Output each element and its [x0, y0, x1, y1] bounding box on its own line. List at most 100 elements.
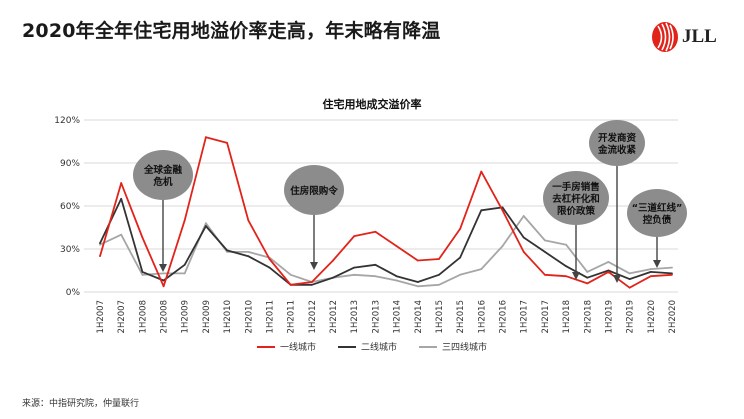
- data-point: [374, 275, 377, 278]
- data-point: [141, 273, 144, 276]
- y-tick-label: 90%: [60, 159, 80, 169]
- x-tick-label: 2H2014: [414, 300, 424, 333]
- callout-arrow-head: [310, 262, 318, 270]
- data-point: [332, 276, 334, 279]
- data-point: [353, 266, 356, 269]
- data-point: [162, 272, 165, 275]
- data-point: [353, 235, 356, 238]
- data-point: [628, 272, 631, 275]
- callout-arrow-head: [653, 260, 661, 268]
- data-point: [522, 215, 525, 217]
- callout-arrow-head: [613, 275, 621, 283]
- data-point: [374, 263, 377, 266]
- data-point: [565, 265, 567, 268]
- data-point: [522, 250, 525, 253]
- x-tick-label: 1H2012: [308, 300, 318, 333]
- x-tick-label: 2H2008: [160, 300, 170, 333]
- jll-logo: JLL: [650, 20, 730, 54]
- data-point: [586, 271, 589, 273]
- data-point: [586, 276, 589, 279]
- data-point: [183, 272, 186, 275]
- data-point: [395, 275, 398, 278]
- data-point: [289, 283, 292, 286]
- x-tick-label: 2H2010: [244, 300, 254, 333]
- data-point: [226, 249, 229, 252]
- data-point: [268, 258, 271, 260]
- callout-text: “三道红线”控负债: [632, 202, 683, 226]
- data-point: [310, 281, 313, 283]
- data-point: [289, 273, 292, 276]
- callout-bubble: [589, 120, 645, 166]
- callout-text: 全球金融危机: [143, 164, 183, 188]
- data-point: [522, 236, 525, 239]
- data-point: [205, 225, 207, 227]
- data-point: [183, 219, 186, 222]
- data-point: [649, 268, 652, 270]
- data-point: [480, 268, 483, 270]
- callout-arrow-head: [572, 272, 580, 280]
- annotation-callout: 住房限购令: [284, 165, 344, 270]
- data-point: [374, 230, 377, 233]
- data-point: [268, 266, 271, 269]
- page-title: 2020年全年住宅用地溢价率走高，年末略有降温: [22, 20, 441, 42]
- x-tick-label: 1H2019: [604, 300, 614, 333]
- legend-label: 二线城市: [360, 343, 397, 353]
- x-tick-label: 1H2020: [647, 300, 657, 333]
- legend-swatch: [419, 345, 437, 348]
- x-tick-label: 1H2009: [181, 300, 191, 333]
- data-point: [395, 245, 398, 248]
- data-point: [226, 142, 229, 144]
- x-tick-label: 2H2019: [626, 300, 636, 333]
- legend-item-1: 一线城市: [256, 340, 316, 353]
- x-tick-label: 1H2018: [562, 300, 572, 333]
- data-point: [565, 275, 567, 278]
- callout-arrow-head: [159, 264, 167, 272]
- data-point: [628, 278, 631, 280]
- data-point: [480, 170, 483, 173]
- callout-bubble: [284, 165, 344, 215]
- x-tick-label: 1H2007: [96, 300, 106, 333]
- data-point: [247, 219, 250, 222]
- x-tick-label: 2H2016: [499, 300, 509, 333]
- data-point: [438, 273, 440, 276]
- callout-text: 住房限购令: [290, 185, 338, 197]
- x-tick-label: 2H2017: [541, 300, 551, 333]
- data-point: [416, 259, 419, 262]
- data-point: [247, 255, 250, 258]
- callout-text: 一手房销售去杠杆化和限价政策: [552, 181, 600, 217]
- x-tick-label: 1H2013: [350, 300, 360, 333]
- annotation-callout: “三道红线”控负债: [627, 189, 687, 268]
- x-tick-label: 2H2009: [202, 300, 212, 333]
- legend-item-2: 二线城市: [337, 340, 397, 353]
- data-point: [353, 273, 356, 276]
- data-point: [141, 271, 144, 273]
- x-tick-label: 2H2007: [117, 300, 127, 333]
- series-line-1: [99, 136, 673, 289]
- data-point: [205, 136, 207, 139]
- data-point: [99, 242, 101, 245]
- data-point: [205, 222, 207, 225]
- y-tick-label: 0%: [66, 288, 81, 298]
- data-point: [607, 271, 610, 273]
- data-point: [416, 281, 419, 283]
- series-line-3: [99, 215, 673, 288]
- data-point: [459, 228, 462, 230]
- data-point: [480, 209, 483, 212]
- x-tick-label: 2H2012: [329, 300, 339, 333]
- annotation-callout: 全球金融危机: [133, 150, 193, 272]
- data-point: [247, 250, 250, 253]
- annotation-callout: 开发商资金流收紧: [589, 120, 645, 283]
- chart-legend: 一线城市 二线城市 三四线城市: [0, 340, 744, 353]
- x-tick-label: 1H2017: [520, 300, 530, 333]
- data-point: [332, 259, 334, 262]
- x-tick-label: 1H2008: [138, 300, 148, 333]
- callout-bubble: [133, 150, 193, 200]
- annotation-callout: 一手房销售去杠杆化和限价政策: [543, 171, 609, 280]
- data-point: [649, 271, 652, 273]
- data-point: [671, 273, 673, 276]
- data-point: [438, 283, 440, 286]
- data-point: [183, 263, 186, 266]
- y-tick-label: 60%: [60, 202, 80, 212]
- data-point: [586, 282, 589, 285]
- legend-label: 一线城市: [279, 343, 316, 353]
